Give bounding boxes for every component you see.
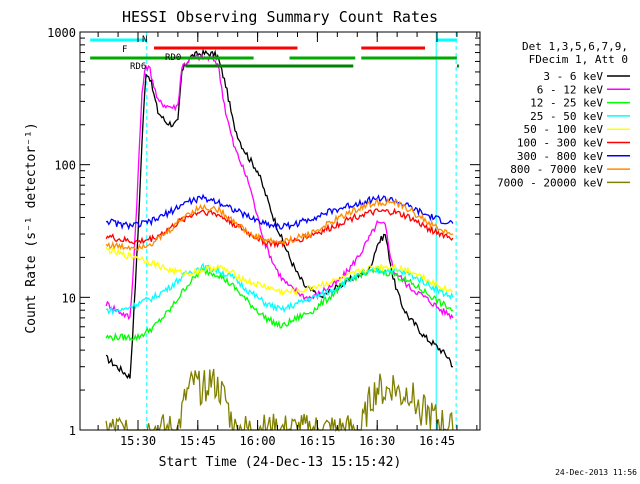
- plot-area: N F RD0 RD6: [90, 32, 459, 433]
- y-tick-label: 10: [62, 291, 76, 305]
- flag-label: N: [142, 35, 147, 45]
- y-tick-label: 1: [69, 424, 76, 438]
- legend-label: 3 - 6 keV: [543, 70, 603, 83]
- footer-timestamp: 24-Dec-2013 11:56: [555, 468, 637, 477]
- legend-header: Det 1,3,5,6,7,9,: [522, 40, 628, 53]
- flag-label: F: [122, 45, 127, 55]
- y-axis-label: Count Rate (s⁻¹ detector⁻¹): [24, 122, 39, 333]
- series-line: [105, 48, 453, 380]
- legend-label: 50 - 100 keV: [524, 123, 604, 136]
- x-tick-label: 15:30: [120, 434, 156, 448]
- legend-label: 800 - 7000 keV: [510, 163, 603, 176]
- series-line: [105, 262, 454, 316]
- axes: 1 10 100 1000 15:30 15:45 16:00 16:15 16:30 16:45: [47, 26, 481, 448]
- series-line: [105, 207, 454, 249]
- x-tick-label: 15:45: [180, 434, 216, 448]
- legend-label: 25 - 50 keV: [530, 110, 603, 123]
- series-line: [105, 246, 454, 297]
- legend-label: 6 - 12 keV: [537, 83, 604, 96]
- x-tick-label: 16:30: [359, 434, 395, 448]
- chart-title: HESSI Observing Summary Count Rates: [122, 8, 438, 26]
- series-line: [105, 265, 454, 342]
- legend-label: 12 - 25 keV: [530, 97, 603, 110]
- x-tick-label: 16:00: [240, 434, 276, 448]
- series-line: [106, 193, 454, 231]
- legend-label: 7000 - 20000 keV: [497, 176, 603, 189]
- series-line: [105, 368, 454, 433]
- y-tick-label: 1000: [47, 26, 76, 40]
- series-line: [105, 52, 454, 321]
- x-axis-label: Start Time (24-Dec-13 15:15:42): [159, 455, 402, 470]
- flag-label: RD6: [130, 62, 146, 72]
- x-tick-label: 16:45: [419, 434, 455, 448]
- y-tick-label: 100: [54, 159, 76, 173]
- plot-frame: [79, 31, 481, 431]
- series-line: [105, 197, 454, 252]
- legend-label: 100 - 300 keV: [517, 137, 603, 150]
- legend-label: 300 - 800 keV: [517, 150, 603, 163]
- flag-label: RD0: [165, 53, 181, 63]
- legend: Det 1,3,5,6,7,9,FDecim 1, Att 0 3 - 6 keV…: [497, 40, 630, 189]
- legend-header: FDecim 1, Att 0: [529, 53, 628, 66]
- x-tick-label: 16:15: [299, 434, 335, 448]
